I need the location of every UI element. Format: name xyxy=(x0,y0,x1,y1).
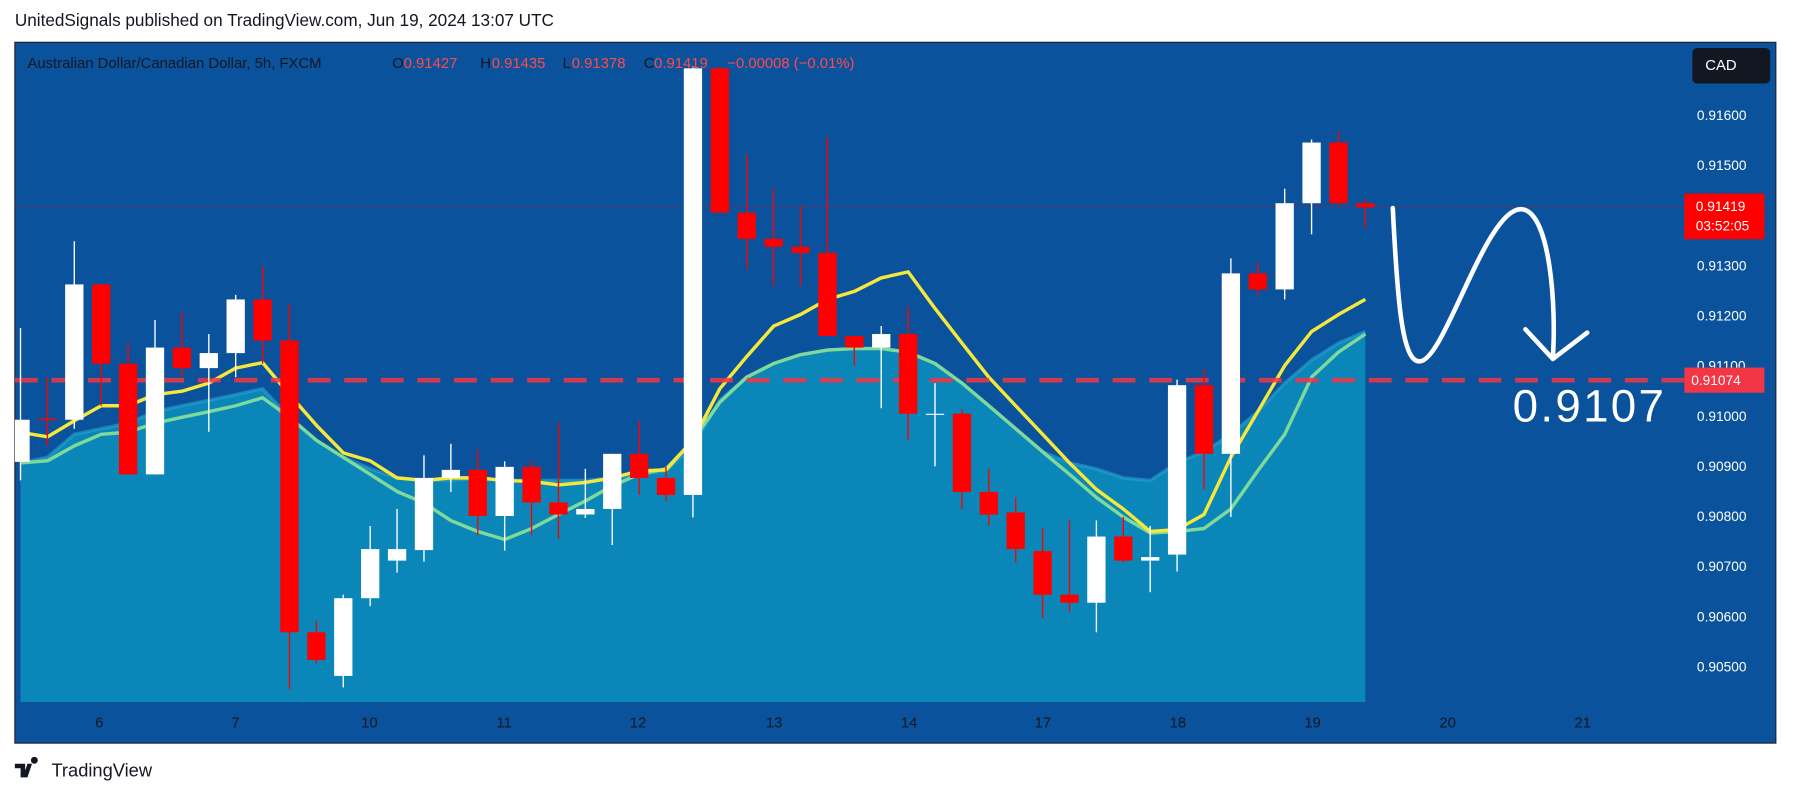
legend-value: 0.91419 xyxy=(654,56,708,72)
candle-body xyxy=(361,549,380,599)
candle-body xyxy=(1356,203,1375,208)
x-tick-label: 7 xyxy=(231,716,239,732)
candle-body xyxy=(495,466,514,516)
candle-body xyxy=(1221,273,1241,454)
x-tick-label: 14 xyxy=(901,716,918,732)
y-tick-label: 0.90800 xyxy=(1697,509,1747,524)
level-price-box xyxy=(1684,367,1765,393)
candle-body xyxy=(1006,512,1025,550)
candle-body xyxy=(441,469,461,478)
candle-body xyxy=(414,477,434,551)
candle-body xyxy=(280,340,299,633)
x-tick-label: 11 xyxy=(496,716,511,732)
axes: 0.916000.915000.913000.912000.911000.910… xyxy=(95,108,1765,732)
candle-body xyxy=(683,68,703,495)
candle-body xyxy=(710,68,729,213)
candle-body xyxy=(925,413,945,415)
y-tick-label: 0.91600 xyxy=(1697,108,1747,123)
candle-body xyxy=(1194,385,1214,454)
y-tick-label: 0.90700 xyxy=(1697,559,1747,574)
candle-body xyxy=(1167,385,1187,555)
candle-body xyxy=(979,491,998,515)
plot-area xyxy=(14,66,1685,702)
x-tick-label: 18 xyxy=(1170,716,1187,732)
candle-body xyxy=(307,632,326,660)
candle-body xyxy=(14,419,30,462)
last-price-label: 0.91419 xyxy=(1696,199,1746,214)
legend-label: L xyxy=(563,56,571,72)
y-tick-label: 0.91500 xyxy=(1697,158,1747,173)
candle-body xyxy=(1087,536,1106,603)
candle-body xyxy=(118,363,138,475)
candle-body xyxy=(845,336,864,348)
last-price-box xyxy=(1684,193,1765,240)
x-tick-label: 10 xyxy=(361,716,378,732)
candle-body xyxy=(737,212,756,239)
candle-body xyxy=(65,284,84,420)
candle-body xyxy=(199,353,218,369)
candle-body xyxy=(872,334,891,348)
x-tick-label: 12 xyxy=(630,716,647,732)
y-tick-label: 0.90600 xyxy=(1697,609,1747,624)
candle-body xyxy=(1302,142,1321,204)
candle-body xyxy=(898,334,918,414)
header-text: UnitedSignals published on TradingView.c… xyxy=(15,10,554,30)
y-tick-label: 0.91000 xyxy=(1697,409,1747,424)
candle-body xyxy=(522,466,541,503)
currency-button[interactable] xyxy=(1692,48,1771,84)
legend-label: H xyxy=(480,56,491,72)
legend-change: −0.00008 (−0.01%) xyxy=(727,56,854,72)
candle-body xyxy=(1033,551,1052,595)
candle-body xyxy=(1060,594,1079,603)
level-price-label: 0.91074 xyxy=(1691,373,1741,388)
legend-label: O xyxy=(392,56,404,72)
candle-body xyxy=(172,347,192,369)
x-tick-label: 19 xyxy=(1304,716,1321,732)
candle-body xyxy=(38,418,57,421)
x-tick-label: 17 xyxy=(1035,716,1052,732)
candle-body xyxy=(952,413,972,492)
annotation: 0.9107 xyxy=(1513,380,1667,431)
legend-label: C xyxy=(644,56,655,72)
y-tick-label: 0.91300 xyxy=(1697,258,1747,273)
candle-body xyxy=(253,299,272,341)
y-tick-label: 0.90900 xyxy=(1697,459,1747,474)
countdown-label: 03:52:05 xyxy=(1696,218,1750,233)
legend-value: 0.91435 xyxy=(492,56,546,72)
x-tick-label: 20 xyxy=(1439,716,1456,732)
symbol-title: Australian Dollar/Canadian Dollar, 5h, F… xyxy=(27,56,321,72)
candle-body xyxy=(603,453,622,509)
candle-body xyxy=(468,469,487,516)
x-tick-label: 6 xyxy=(95,716,103,732)
y-tick-label: 0.91200 xyxy=(1697,309,1747,324)
tradingview-logo xyxy=(14,756,38,778)
legend-value: 0.91378 xyxy=(572,56,626,72)
footer-brand: TradingView xyxy=(51,760,152,781)
legend-value: 0.91427 xyxy=(404,56,458,72)
x-tick-label: 21 xyxy=(1574,716,1591,732)
candle-body xyxy=(629,453,649,478)
candle-body xyxy=(1275,203,1294,290)
candle-body xyxy=(818,252,837,337)
drawn-arrow xyxy=(1390,205,1590,364)
candle-body xyxy=(656,477,676,495)
candle-body xyxy=(791,246,810,253)
candle-body xyxy=(1248,273,1267,290)
x-tick-label: 13 xyxy=(766,716,783,732)
candle-body xyxy=(549,502,568,515)
candle-body xyxy=(1114,536,1133,561)
candle-body xyxy=(226,299,245,354)
candle-body xyxy=(1141,557,1160,561)
candle-body xyxy=(334,598,353,676)
candle-body xyxy=(92,284,111,364)
candle-body xyxy=(387,549,407,561)
currency-label[interactable]: CAD xyxy=(1705,58,1737,74)
candle-body xyxy=(145,347,165,475)
candle-body xyxy=(1329,142,1348,204)
candle-body xyxy=(764,238,783,247)
y-tick-label: 0.90500 xyxy=(1697,660,1747,675)
candle-body xyxy=(576,508,595,515)
